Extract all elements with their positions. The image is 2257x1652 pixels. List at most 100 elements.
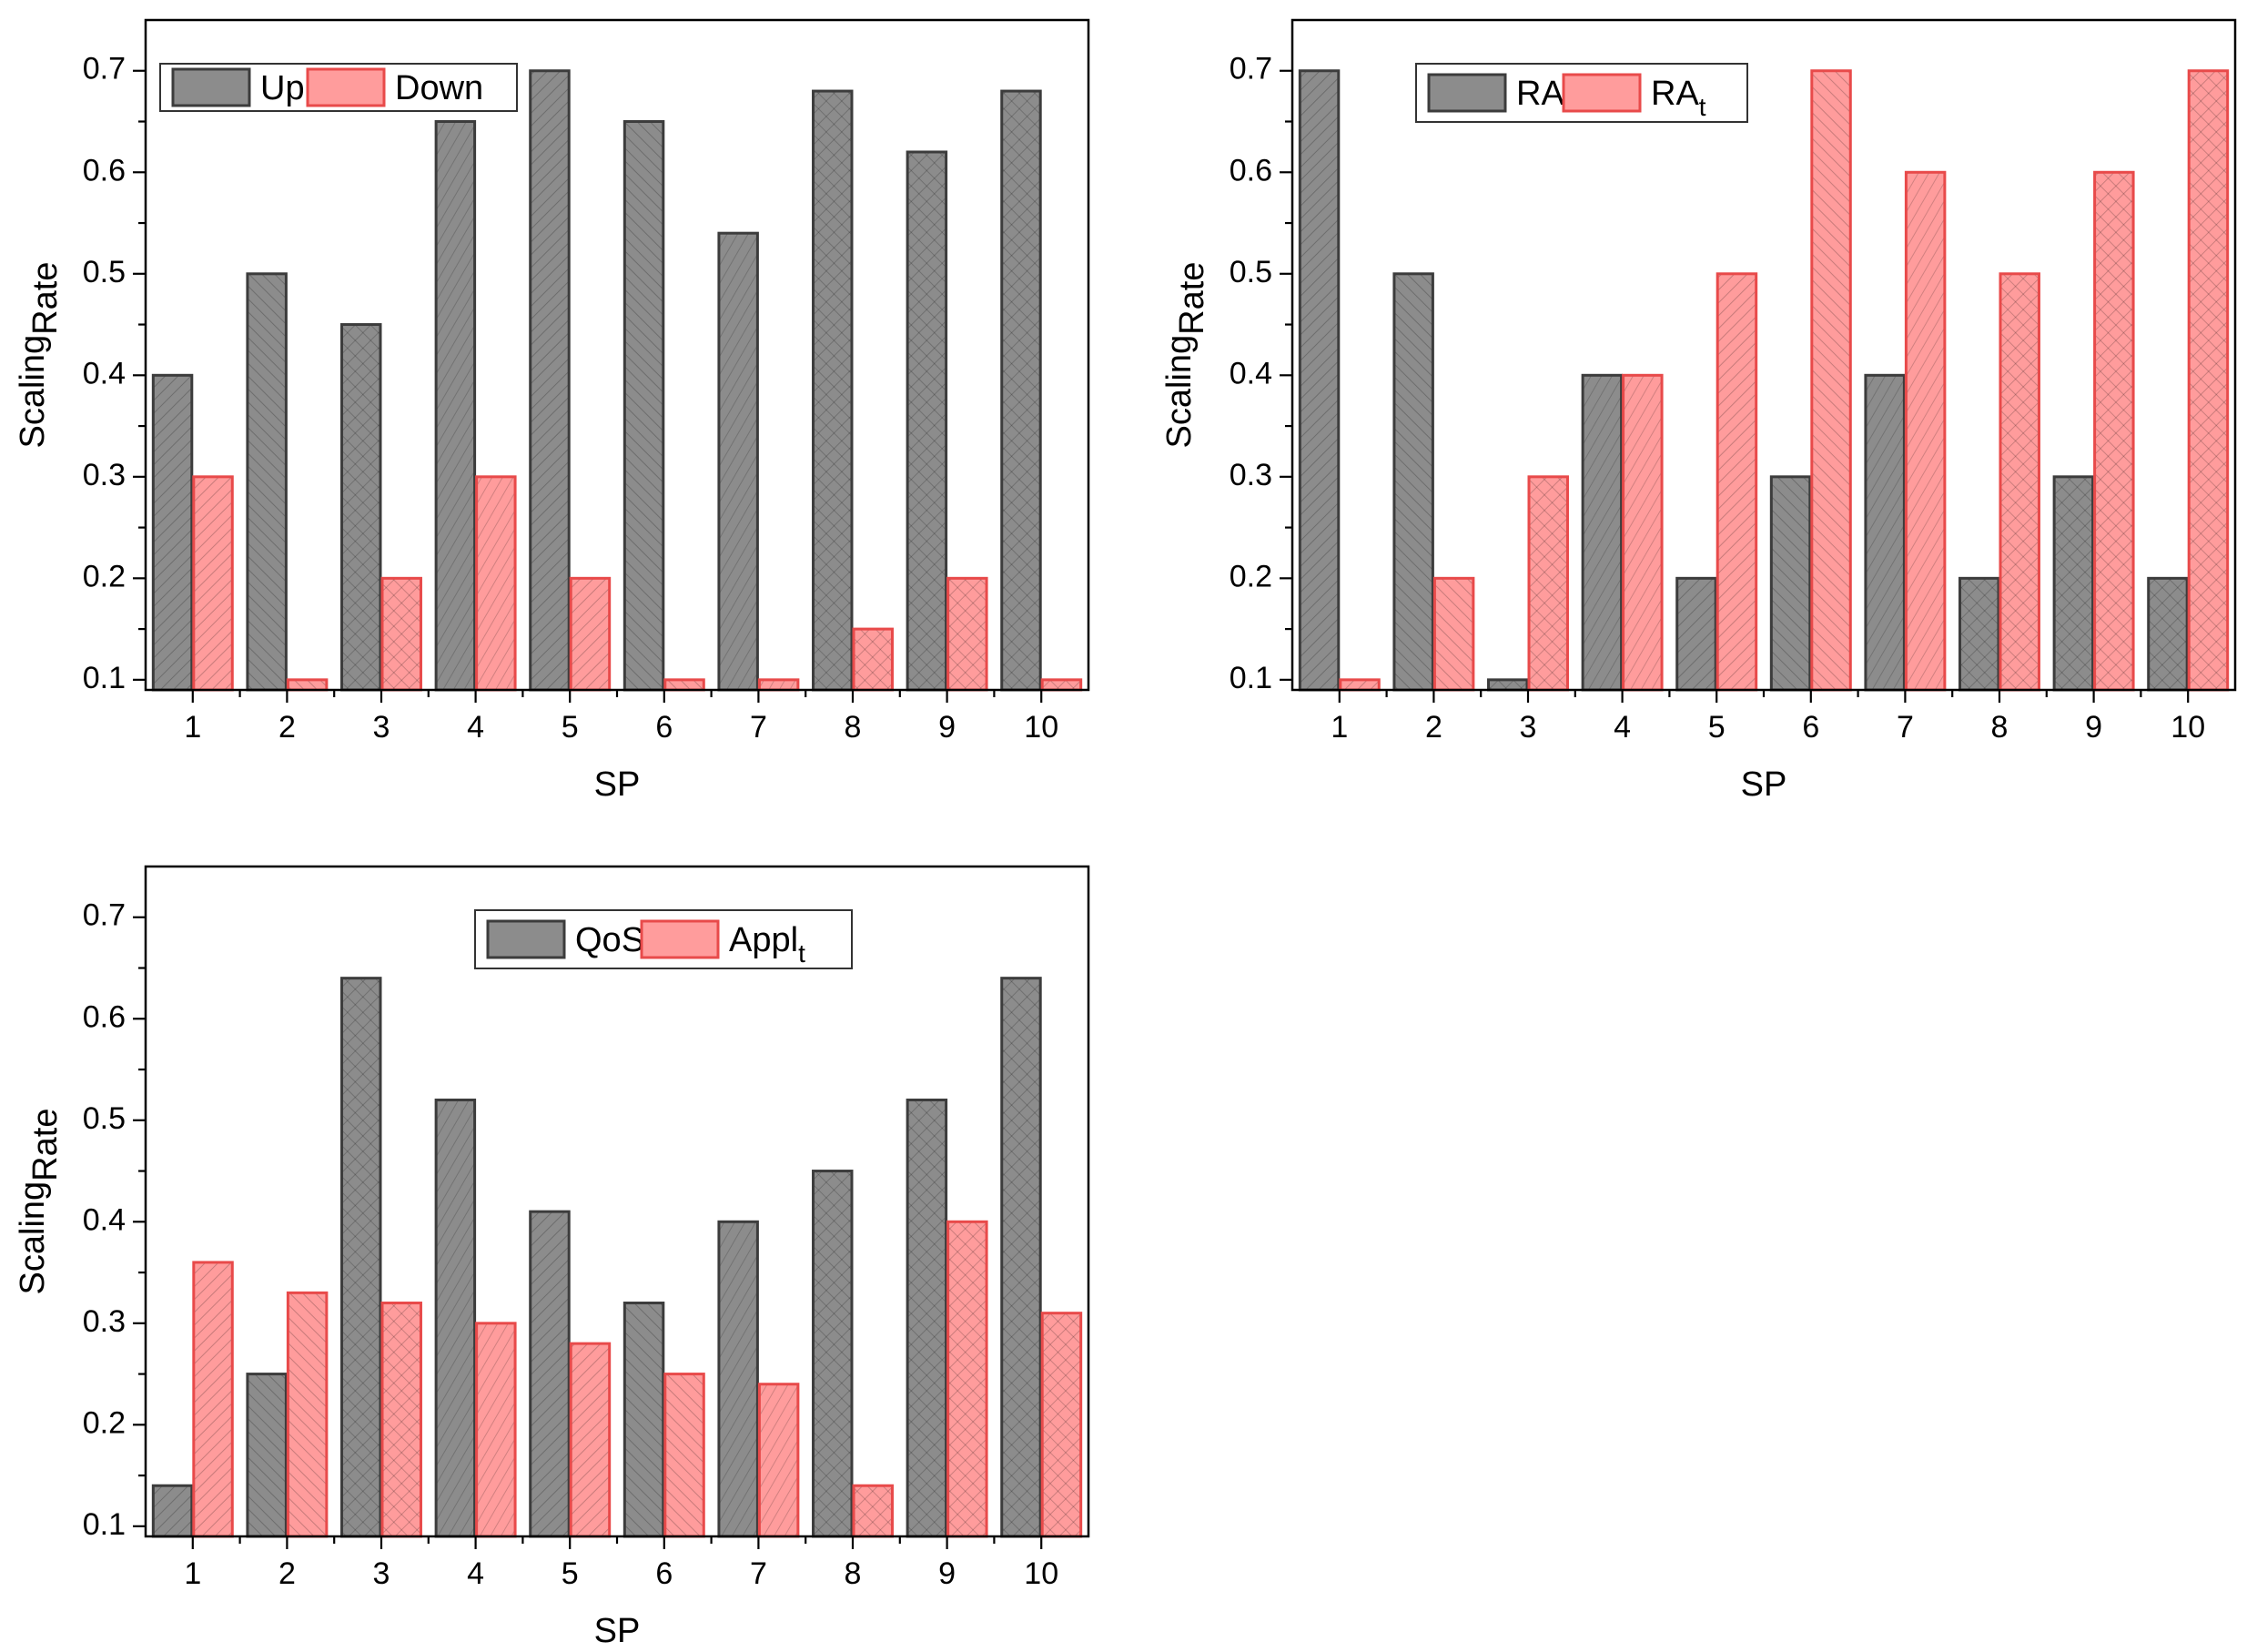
y-tick-label: 0.6 <box>1230 153 1272 187</box>
bar-outline-up-sp2 <box>246 272 288 692</box>
bar-outline-ra-sp4 <box>1581 373 1624 692</box>
bar-outline-qos-sp3 <box>340 977 382 1538</box>
legend-swatch-down <box>306 67 386 107</box>
legend-swatch-ra <box>1427 73 1507 113</box>
bar-outline-ra-sp7 <box>1864 373 1906 692</box>
bar-outline-ra-sp8 <box>1958 576 2000 692</box>
bar-outline-appl-t-sp2 <box>286 1291 329 1538</box>
bar-outline-appl-t-sp9 <box>946 1220 988 1538</box>
bar-outline-ra-sp9 <box>2052 475 2095 692</box>
x-tick-label: 8 <box>845 710 862 745</box>
legend-swatch-up <box>171 67 251 107</box>
bar-outline-ra-sp1 <box>1298 69 1341 692</box>
y-tick-label: 0.3 <box>83 1304 126 1339</box>
x-tick-label: 7 <box>1897 710 1914 745</box>
bar-outline-down-sp7 <box>757 678 800 692</box>
y-tick-label: 0.7 <box>83 898 126 933</box>
y-tick-label: 0.1 <box>1230 661 1272 695</box>
y-axis-title-main: Scaling <box>14 1181 52 1295</box>
bar-outline-up-sp9 <box>906 150 948 692</box>
bar-outline-ra-sp3 <box>1487 678 1529 692</box>
bar-outline-down-sp3 <box>380 576 422 692</box>
bar-outline-qos-sp10 <box>1000 977 1042 1538</box>
bar-outline-ra-t-sp8 <box>1999 272 2040 692</box>
y-axis-title-main: Scaling <box>14 335 52 449</box>
bar-outline-appl-t-sp8 <box>852 1484 894 1538</box>
bar-outline-qos-sp2 <box>246 1373 288 1538</box>
x-tick-label: 6 <box>655 710 673 745</box>
bar-outline-ra-t-sp5 <box>1716 272 1758 692</box>
bar-outline-appl-t-sp5 <box>569 1342 612 1538</box>
bar-outline-down-sp5 <box>569 576 612 692</box>
bar-outline-ra-t-sp10 <box>2187 69 2230 692</box>
bar-outline-ra-t-sp1 <box>1339 678 1381 692</box>
x-axis-title: SP <box>594 1612 641 1650</box>
x-tick-label: 5 <box>1708 710 1726 745</box>
bar-outline-up-sp1 <box>151 373 194 692</box>
y-axis-title-sub: Rate <box>1173 262 1211 335</box>
bar-outline-qos-sp7 <box>717 1220 759 1538</box>
y-tick-label: 0.4 <box>83 1202 126 1237</box>
chart-panel-ra: 0.1 0.2 0.3 0.4 0.5 0.6 0.7 1 2 3 4 5 6 7 8 9 10 SP Scalin… <box>1160 18 2237 804</box>
x-tick-label: 6 <box>1802 710 1819 745</box>
x-tick-label: 1 <box>1331 710 1348 745</box>
y-axis-title-main: Scaling <box>1160 335 1199 449</box>
x-axis-title: SP <box>594 765 641 804</box>
y-tick-label: 0.3 <box>1230 458 1272 492</box>
x-tick-label: 10 <box>1024 1556 1058 1591</box>
bar-outline-up-sp3 <box>340 323 382 692</box>
x-tick-label: 4 <box>1614 710 1631 745</box>
bar-outline-up-sp10 <box>1000 89 1042 692</box>
bar-outline-appl-t-sp10 <box>1040 1312 1083 1538</box>
x-tick-label: 10 <box>2171 710 2205 745</box>
y-axis-title-sub: Rate <box>26 1109 65 1181</box>
x-tick-label: 4 <box>467 710 484 745</box>
legend-label-ra-t: RAt <box>1651 75 1706 121</box>
bar-outline-qos-sp9 <box>906 1098 948 1538</box>
x-tick-label: 1 <box>184 710 201 745</box>
x-tick-label: 1 <box>184 1556 201 1591</box>
chart-panel-qos-appl: 0.1 0.2 0.3 0.4 0.5 0.6 0.7 1 2 3 4 5 6 7 8 9 10 SP Scalin… <box>14 865 1090 1650</box>
x-tick-label: 2 <box>278 1556 296 1591</box>
x-tick-label: 3 <box>373 1556 390 1591</box>
x-tick-label: 9 <box>938 710 956 745</box>
x-tick-label: 4 <box>467 1556 484 1591</box>
bar-outline-down-sp2 <box>286 678 329 692</box>
bar-outline-up-sp8 <box>812 89 854 692</box>
y-tick-label: 0.5 <box>83 255 126 289</box>
chart-panel-up-down: 0.1 0.2 0.3 0.4 0.5 0.6 0.7 1 2 3 4 5 6 7 8 9 10 SP Scalin… <box>14 18 1090 804</box>
bar-outline-ra-t-sp4 <box>1622 373 1664 692</box>
x-tick-label: 3 <box>373 710 390 745</box>
legend-label-up: Up <box>260 69 305 107</box>
legend-label-qos: QoS <box>575 921 644 959</box>
bar-outline-down-sp6 <box>663 678 705 692</box>
y-tick-label: 0.1 <box>83 661 126 695</box>
legend-label-down: Down <box>395 69 483 107</box>
bar-outline-qos-sp4 <box>434 1098 477 1538</box>
bar-outline-appl-t-sp1 <box>192 1261 234 1538</box>
y-axis-title: ScalingRate <box>14 262 65 449</box>
x-tick-label: 2 <box>278 710 296 745</box>
bar-outline-ra-sp10 <box>2147 576 2189 692</box>
x-tick-label: 8 <box>845 1556 862 1591</box>
x-tick-label: 9 <box>938 1556 956 1591</box>
x-tick-label: 6 <box>655 1556 673 1591</box>
y-axis-title: ScalingRate <box>14 1109 65 1295</box>
x-tick-label: 5 <box>562 1556 579 1591</box>
y-tick-label: 0.7 <box>1230 52 1272 86</box>
x-tick-label: 7 <box>750 1556 767 1591</box>
x-tick-label: 10 <box>1024 710 1058 745</box>
y-axis-title-sub: Rate <box>26 262 65 335</box>
legend-label-ra: RA <box>1516 75 1564 113</box>
bar-outline-ra-sp6 <box>1769 475 1812 692</box>
y-tick-label: 0.2 <box>83 1405 126 1440</box>
bar-outline-appl-t-sp7 <box>757 1383 800 1538</box>
bar-outline-up-sp5 <box>529 69 571 692</box>
x-tick-label: 2 <box>1425 710 1442 745</box>
bar-outline-down-sp4 <box>475 475 517 692</box>
bar-outline-qos-sp1 <box>151 1484 194 1538</box>
bar-outline-ra-t-sp9 <box>2093 170 2135 692</box>
y-axis-title: ScalingRate <box>1160 262 1211 449</box>
y-tick-label: 0.4 <box>1230 356 1272 390</box>
